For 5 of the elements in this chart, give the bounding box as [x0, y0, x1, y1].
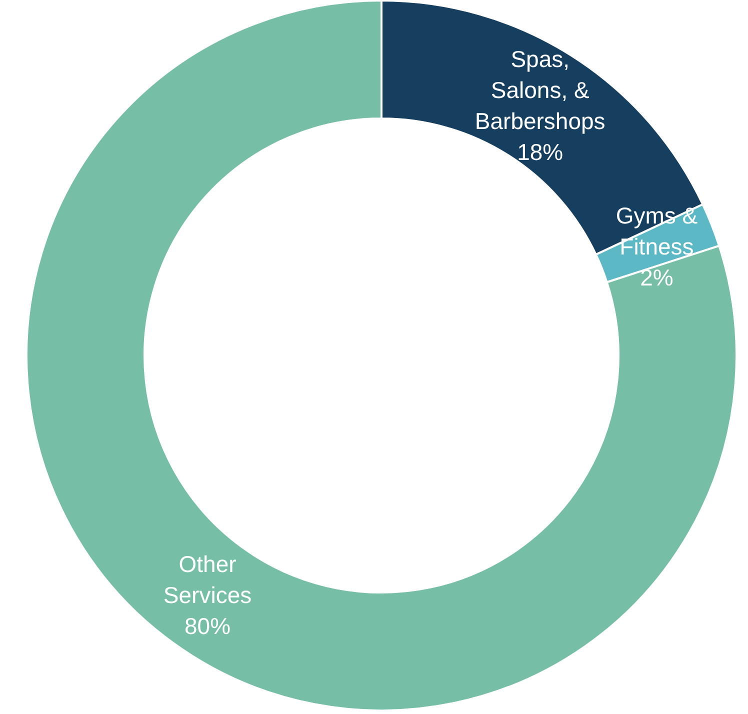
data-label: 80%: [184, 612, 231, 639]
slice-label: Spas, Salons, & Barbershops: [474, 46, 606, 134]
data-label: 2%: [640, 264, 674, 291]
slice-label: Other Services: [163, 550, 252, 608]
data-label: 18%: [517, 139, 564, 166]
